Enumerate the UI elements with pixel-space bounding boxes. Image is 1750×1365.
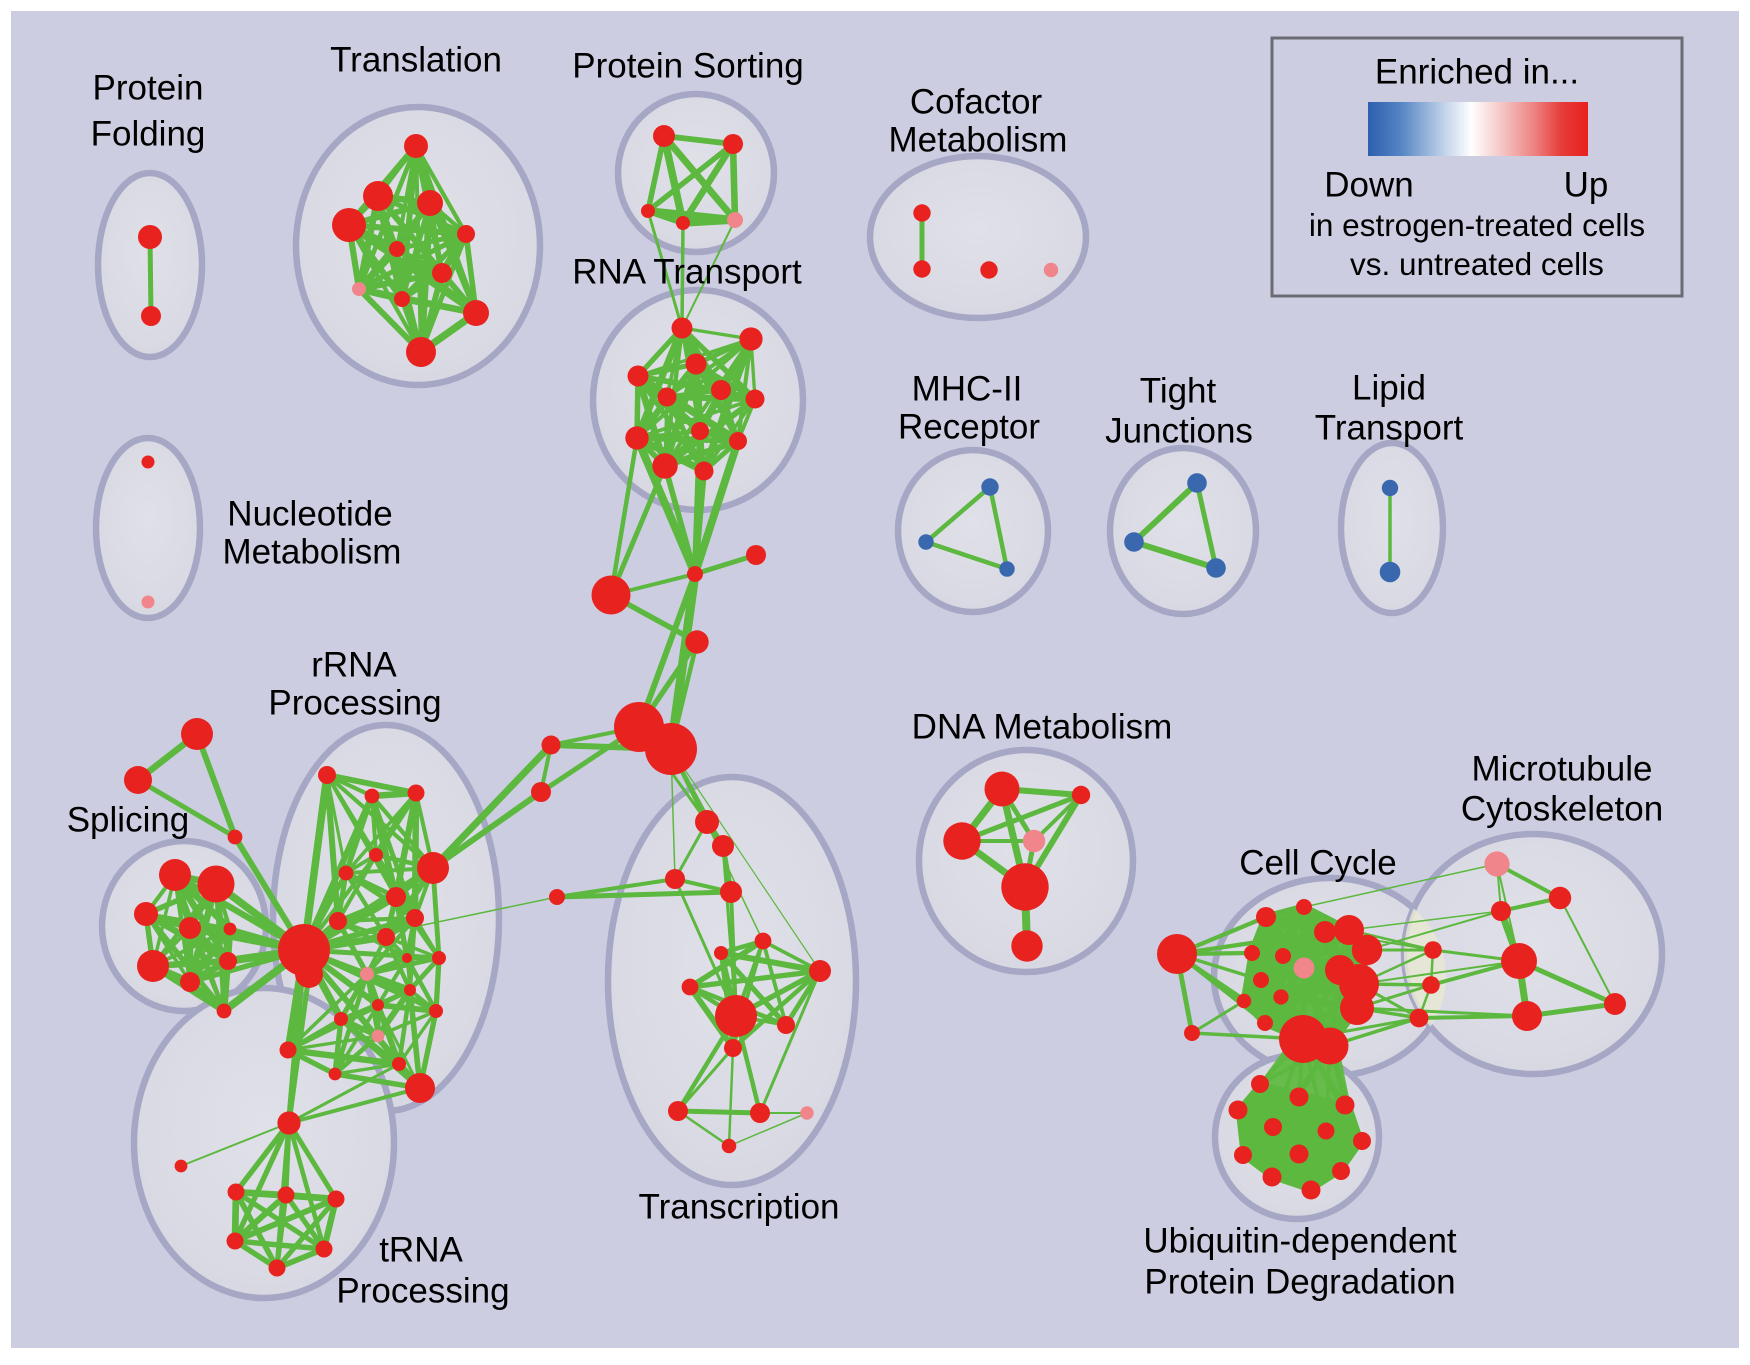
svg-text:Ubiquitin-dependent: Ubiquitin-dependent <box>1143 1222 1457 1261</box>
svg-text:Transport: Transport <box>1315 409 1464 448</box>
svg-text:Enriched in...: Enriched in... <box>1375 53 1579 92</box>
svg-text:Transcription: Transcription <box>639 1188 840 1227</box>
svg-text:Tight: Tight <box>1140 372 1217 411</box>
svg-text:Nucleotide: Nucleotide <box>227 495 392 534</box>
svg-text:Translation: Translation <box>330 41 502 80</box>
svg-text:rRNA: rRNA <box>311 646 397 685</box>
svg-text:Metabolism: Metabolism <box>889 121 1068 160</box>
svg-text:Protein Degradation: Protein Degradation <box>1144 1263 1455 1302</box>
svg-text:in estrogen-treated cells: in estrogen-treated cells <box>1309 207 1645 243</box>
svg-text:DNA Metabolism: DNA Metabolism <box>912 708 1173 747</box>
svg-text:Processing: Processing <box>336 1272 509 1311</box>
svg-text:Processing: Processing <box>268 684 441 723</box>
svg-text:Metabolism: Metabolism <box>223 533 402 572</box>
svg-text:Junctions: Junctions <box>1105 412 1253 451</box>
svg-text:Folding: Folding <box>91 115 206 154</box>
svg-text:Up: Up <box>1564 166 1609 205</box>
svg-text:Microtubule: Microtubule <box>1472 750 1653 789</box>
svg-text:Cell Cycle: Cell Cycle <box>1239 844 1397 883</box>
svg-text:Receptor: Receptor <box>898 408 1040 447</box>
svg-text:Cytoskeleton: Cytoskeleton <box>1461 790 1663 829</box>
svg-text:Protein: Protein <box>93 69 204 108</box>
svg-text:tRNA: tRNA <box>379 1231 463 1270</box>
svg-text:Cofactor: Cofactor <box>910 83 1043 122</box>
svg-text:Protein Sorting: Protein Sorting <box>572 47 804 86</box>
svg-text:RNA Transport: RNA Transport <box>572 253 802 292</box>
svg-text:Down: Down <box>1324 166 1413 205</box>
svg-text:vs. untreated cells: vs. untreated cells <box>1350 246 1604 282</box>
svg-text:Splicing: Splicing <box>67 801 190 840</box>
svg-text:MHC-II: MHC-II <box>912 370 1023 409</box>
svg-text:Lipid: Lipid <box>1352 369 1426 408</box>
